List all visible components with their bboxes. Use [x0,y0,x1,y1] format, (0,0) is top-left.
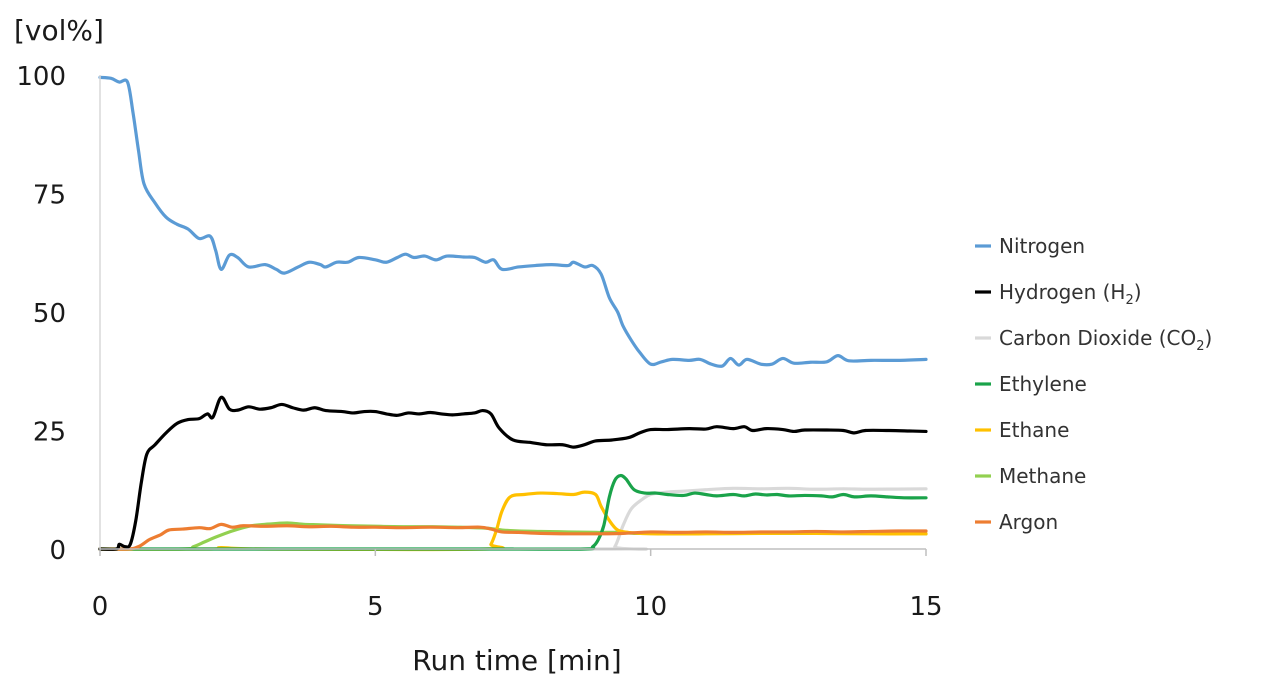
y-tick-label: 75 [33,181,66,211]
legend-entry: Ethylene [999,372,1087,396]
legend-label: Hydrogen (H [999,280,1125,304]
series-line-argon [98,522,928,551]
axes [99,75,926,550]
legend-label-subscript: 2 [1196,339,1204,354]
legend-label: Ethylene [999,372,1087,396]
legend-label-suffix: ) [1134,280,1142,304]
legend-entry: Carbon Dioxide (CO2) [999,326,1212,354]
legend-entry: Ethane [999,418,1069,442]
x-axis-ticks: 0 5 10 15 [92,549,943,622]
x-tick-label: 0 [92,592,109,622]
legend-label-subscript: 2 [1125,293,1133,308]
legend-label: Ethane [999,418,1069,442]
x-tick-label: 5 [367,592,384,622]
series-line-ethylene [98,473,928,551]
x-tick-label: 10 [634,592,667,622]
y-tick-label: 50 [33,299,66,329]
y-tick-label: 100 [16,62,66,92]
y-axis-label: [vol%] [14,14,104,47]
series-line-hydrogen-h [98,395,928,551]
series-line-ethane [98,490,928,552]
y-tick-label: 25 [33,418,66,448]
legend-label: Argon [999,510,1058,534]
x-axis-label: Run time [min] [412,644,621,677]
series-line-nitrogen [98,75,928,368]
legend-label: Nitrogen [999,234,1085,258]
x-tick-label: 15 [909,592,942,622]
y-axis-ticks: 0 25 50 75 100 [16,62,66,566]
legend-label: Methane [999,464,1086,488]
series-line-methane [98,521,928,551]
legend-entry: Argon [999,510,1058,534]
legend-entry: Hydrogen (H2) [999,280,1142,308]
series-line-carbon-dioxide-co [98,486,928,551]
y-tick-label: 0 [49,536,66,566]
legend-entry: Methane [999,464,1086,488]
legend-entry: Nitrogen [999,234,1085,258]
legend-label-suffix: ) [1205,326,1213,350]
plot-area [98,75,928,552]
legend-label: Carbon Dioxide (CO [999,326,1196,350]
